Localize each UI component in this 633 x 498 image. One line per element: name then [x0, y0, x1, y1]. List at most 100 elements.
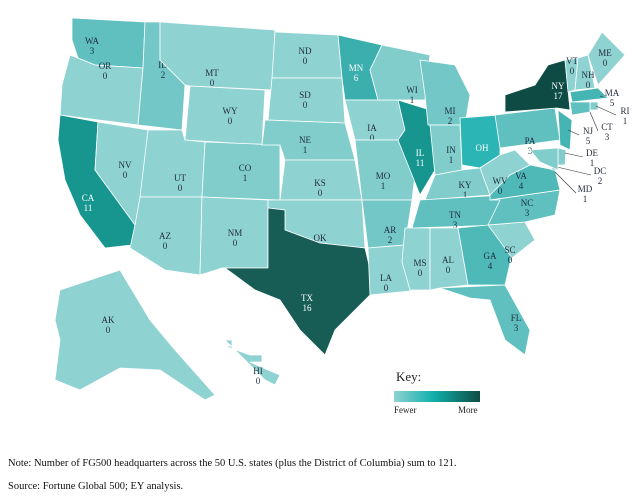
state-value: 3 [514, 323, 519, 333]
state-value: 3 [605, 132, 610, 142]
state-co[interactable]: CO1 [201, 141, 281, 201]
state-in[interactable]: IN1 [429, 124, 463, 176]
state-nh[interactable]: NH0 [574, 54, 596, 91]
state-mi[interactable]: MI2 [419, 59, 471, 126]
state-shape[interactable] [569, 101, 591, 116]
state-label: IN [446, 145, 456, 155]
state-de[interactable]: DE1 [557, 147, 598, 168]
state-label: MD [578, 184, 593, 194]
state-nm[interactable]: NM0 [199, 196, 269, 276]
state-label: NH [582, 70, 595, 80]
leader-line [599, 95, 604, 98]
state-shape[interactable] [557, 109, 573, 151]
state-value: 3 [525, 208, 530, 218]
state-shape[interactable] [587, 31, 626, 86]
state-label: CT [601, 122, 613, 132]
state-wi[interactable]: WI1 [369, 44, 431, 105]
key-title: Key: [396, 369, 422, 384]
state-shape[interactable] [479, 149, 531, 196]
state-shape[interactable] [439, 284, 531, 356]
state-value: 0 [178, 183, 183, 193]
state-wy[interactable]: WY0 [184, 85, 266, 146]
state-shape[interactable] [569, 87, 609, 103]
state-ak[interactable]: AK0 [54, 269, 216, 401]
state-hi[interactable]: HI0 [224, 339, 281, 386]
state-az[interactable]: AZ0 [129, 196, 203, 276]
state-ks[interactable]: KS0 [279, 159, 363, 201]
state-label: NM [228, 228, 243, 238]
state-label: HI [253, 366, 263, 376]
state-label: TX [301, 293, 313, 303]
state-label: SD [299, 90, 311, 100]
state-wv[interactable]: WV0 [479, 149, 531, 196]
key-high-label: More [458, 405, 478, 415]
state-label: AR [384, 225, 397, 235]
state-label: KY [459, 180, 472, 190]
state-label: ID [158, 60, 168, 70]
state-shape[interactable] [429, 227, 469, 291]
state-mo[interactable]: MO1 [354, 139, 416, 201]
state-dc[interactable]: DC2 [551, 164, 606, 186]
state-value: 0 [370, 133, 375, 143]
state-value: 0 [508, 255, 513, 265]
state-nj[interactable]: NJ5 [557, 109, 593, 151]
state-me[interactable]: ME0 [587, 31, 626, 86]
state-value: 0 [233, 238, 238, 248]
state-value: 0 [318, 188, 323, 198]
leader-line [567, 129, 580, 136]
state-shape[interactable] [354, 139, 416, 201]
source-text: Source: Fortune Global 500; EY analysis. [8, 481, 184, 492]
state-value: 1 [449, 155, 454, 165]
state-shape[interactable] [224, 339, 281, 386]
state-value: 2 [598, 176, 603, 186]
state-value: 1 [381, 181, 386, 191]
state-label: AZ [159, 231, 171, 241]
leader-line [595, 105, 617, 116]
state-sd[interactable]: SD0 [267, 77, 346, 124]
state-nd[interactable]: ND0 [271, 31, 343, 79]
state-value: 0 [446, 265, 451, 275]
state-value: 1 [463, 190, 468, 200]
state-shape[interactable] [589, 101, 599, 111]
state-value: 1 [410, 95, 415, 105]
state-shape[interactable] [369, 44, 431, 101]
state-label: AL [442, 255, 454, 265]
state-label: AK [102, 315, 115, 325]
leader-line [556, 166, 592, 176]
state-ms[interactable]: MS0 [401, 227, 431, 291]
state-shape[interactable] [557, 147, 567, 166]
state-label: WA [85, 36, 99, 46]
state-shape[interactable] [529, 147, 559, 171]
state-value: 4 [488, 261, 493, 271]
state-shape[interactable] [401, 227, 431, 291]
leader-line [589, 111, 599, 132]
state-shape[interactable] [344, 99, 406, 141]
state-shape[interactable] [54, 269, 216, 401]
leader-line [554, 171, 577, 194]
state-label: MO [376, 171, 391, 181]
state-label: WI [406, 85, 418, 95]
state-al[interactable]: AL0 [429, 227, 469, 291]
state-label: MA [605, 88, 620, 98]
state-value: 11 [416, 158, 425, 168]
state-shape[interactable] [574, 54, 596, 91]
state-value: 0 [123, 170, 128, 180]
key-low-label: Fewer [394, 405, 417, 415]
state-label: OK [314, 233, 327, 243]
leader-line [564, 152, 584, 158]
note-text: Note: Number of FG500 headquarters acros… [8, 458, 457, 469]
state-label: WV [493, 176, 508, 186]
state-label: MI [445, 106, 456, 116]
state-fl[interactable]: FL3 [439, 284, 531, 356]
state-shape[interactable] [223, 207, 376, 356]
state-label: RI [621, 106, 630, 116]
state-ma[interactable]: MA5 [569, 87, 620, 108]
state-value: 0 [570, 66, 575, 76]
state-value: 3 [528, 146, 533, 156]
state-ar[interactable]: AR2 [361, 199, 413, 249]
state-md[interactable]: MD1 [529, 147, 593, 204]
state-ct[interactable]: CT3 [569, 101, 613, 142]
state-ia[interactable]: IA0 [344, 99, 406, 143]
